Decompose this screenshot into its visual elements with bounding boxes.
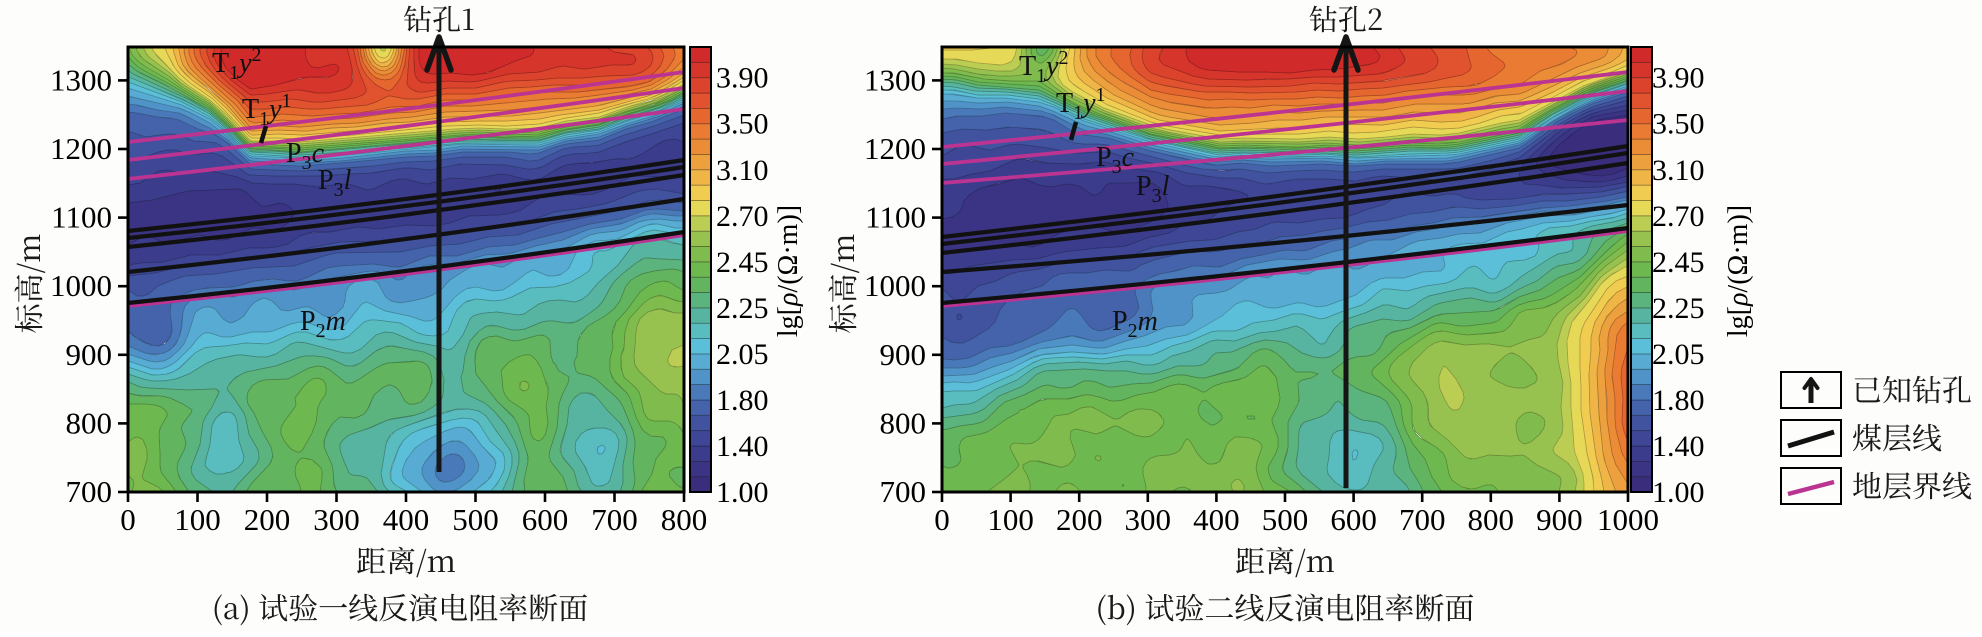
svg-text:800: 800 [1468, 502, 1515, 537]
svg-text:1.40: 1.40 [716, 430, 769, 463]
svg-text:3.50: 3.50 [716, 108, 769, 141]
svg-text:3.50: 3.50 [1652, 108, 1705, 141]
svg-text:1200: 1200 [864, 131, 926, 166]
svg-text:700: 700 [880, 474, 927, 509]
svg-text:400: 400 [383, 502, 430, 537]
svg-text:900: 900 [1536, 502, 1583, 537]
svg-text:700: 700 [1399, 502, 1446, 537]
svg-text:1200: 1200 [50, 131, 112, 166]
svg-text:900: 900 [66, 337, 113, 372]
svg-text:700: 700 [66, 474, 113, 509]
svg-text:300: 300 [313, 502, 360, 537]
svg-text:1.80: 1.80 [716, 384, 769, 417]
svg-text:400: 400 [1193, 502, 1240, 537]
svg-text:100: 100 [987, 502, 1034, 537]
svg-text:900: 900 [880, 337, 927, 372]
svg-text:0: 0 [120, 502, 136, 537]
svg-text:300: 300 [1125, 502, 1172, 537]
svg-text:P3c: P3c [1096, 142, 1135, 178]
svg-text:2.45: 2.45 [716, 246, 769, 279]
svg-text:2.05: 2.05 [716, 338, 769, 371]
svg-text:1100: 1100 [51, 200, 112, 235]
svg-text:1.00: 1.00 [1652, 476, 1705, 509]
svg-text:2.70: 2.70 [716, 200, 769, 233]
svg-text:2.45: 2.45 [1652, 246, 1705, 279]
svg-text:800: 800 [880, 405, 927, 440]
svg-text:500: 500 [452, 502, 499, 537]
svg-text:3.10: 3.10 [1652, 154, 1705, 187]
svg-text:3.90: 3.90 [1652, 62, 1705, 95]
svg-text:600: 600 [1330, 502, 1377, 537]
svg-text:200: 200 [244, 502, 291, 537]
svg-text:P3l: P3l [1136, 171, 1170, 207]
svg-text:100: 100 [174, 502, 221, 537]
svg-text:1000: 1000 [864, 268, 926, 303]
svg-text:1.40: 1.40 [1652, 430, 1705, 463]
svg-text:1.80: 1.80 [1652, 384, 1705, 417]
svg-text:1100: 1100 [865, 200, 926, 235]
svg-text:600: 600 [522, 502, 569, 537]
svg-text:2.05: 2.05 [1652, 338, 1705, 371]
svg-text:800: 800 [66, 405, 113, 440]
svg-text:P2m: P2m [300, 306, 346, 342]
svg-text:lg[ρ/(Ω·m)]: lg[ρ/(Ω·m)] [773, 205, 804, 337]
svg-text:1.00: 1.00 [716, 476, 769, 509]
svg-text:2.70: 2.70 [1652, 200, 1705, 233]
svg-text:0: 0 [934, 502, 950, 537]
svg-text:1000: 1000 [1597, 502, 1659, 537]
svg-text:3.90: 3.90 [716, 62, 769, 95]
svg-text:lg[ρ/(Ω·m)]: lg[ρ/(Ω·m)] [1723, 205, 1754, 337]
svg-text:1300: 1300 [50, 62, 112, 97]
svg-text:1000: 1000 [50, 268, 112, 303]
svg-text:2.25: 2.25 [1652, 292, 1705, 325]
svg-text:2.25: 2.25 [716, 292, 769, 325]
svg-text:500: 500 [1262, 502, 1309, 537]
svg-text:800: 800 [661, 502, 708, 537]
svg-text:3.10: 3.10 [716, 154, 769, 187]
svg-text:700: 700 [591, 502, 638, 537]
svg-text:200: 200 [1056, 502, 1103, 537]
svg-text:1300: 1300 [864, 62, 926, 97]
